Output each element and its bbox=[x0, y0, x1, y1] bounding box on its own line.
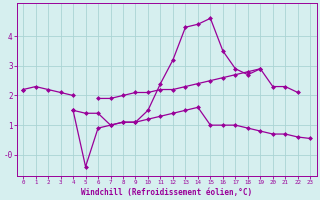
X-axis label: Windchill (Refroidissement éolien,°C): Windchill (Refroidissement éolien,°C) bbox=[81, 188, 252, 197]
